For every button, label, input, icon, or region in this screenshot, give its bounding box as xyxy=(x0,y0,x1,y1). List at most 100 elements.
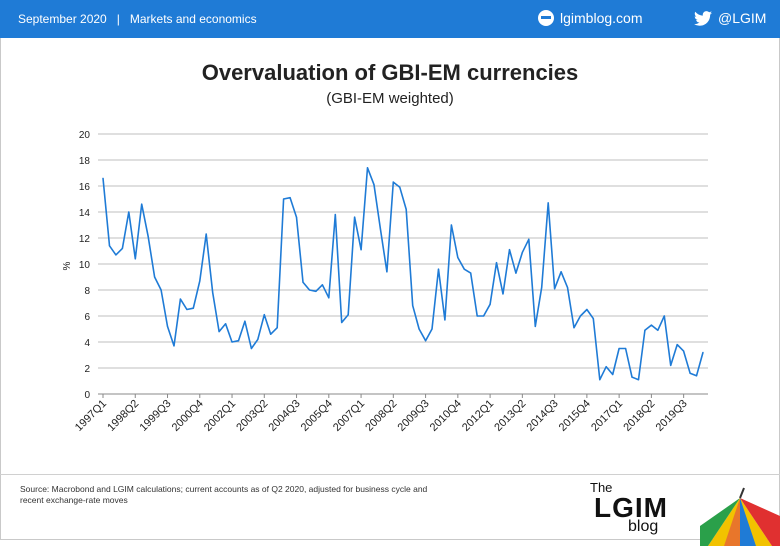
data-point xyxy=(360,249,362,251)
x-tick-label: 2000Q4 xyxy=(170,398,206,434)
data-point xyxy=(663,315,665,317)
data-point xyxy=(702,351,704,353)
data-point xyxy=(670,364,672,366)
logo-the: The xyxy=(590,480,613,495)
source-note: Source: Macrobond and LGIM calculations;… xyxy=(20,484,428,505)
data-point xyxy=(541,286,543,288)
x-tick-label: 1999Q3 xyxy=(137,398,173,434)
data-point xyxy=(676,344,678,346)
x-tick-label: 1998Q2 xyxy=(105,398,141,434)
data-point xyxy=(412,305,414,307)
umbrella-icon xyxy=(700,487,780,546)
data-point xyxy=(586,308,588,311)
data-point xyxy=(244,320,246,322)
data-point xyxy=(695,375,698,377)
y-tick-label: 6 xyxy=(84,312,90,323)
data-point xyxy=(399,186,401,188)
data-point xyxy=(257,338,259,340)
data-point xyxy=(231,341,233,343)
twitter-link[interactable]: @LGIM xyxy=(694,10,766,26)
data-point xyxy=(437,268,440,270)
data-point xyxy=(160,289,162,291)
header-date: September 2020 xyxy=(18,12,107,26)
y-tick-label: 12 xyxy=(79,234,91,245)
data-point xyxy=(386,271,388,273)
gridlines xyxy=(98,133,708,369)
data-point xyxy=(173,345,175,347)
data-point xyxy=(199,280,201,282)
y-tick-label: 14 xyxy=(79,208,91,219)
data-point xyxy=(631,376,633,378)
header-section: Markets and economics xyxy=(129,12,257,26)
data-point xyxy=(366,167,369,169)
logo-blog: blog xyxy=(628,518,659,535)
site-link[interactable]: lgimblog.com xyxy=(538,10,642,26)
x-tick-label: 2014Q3 xyxy=(525,398,561,434)
data-point xyxy=(379,228,382,230)
data-point xyxy=(495,262,498,264)
data-point xyxy=(657,329,659,331)
x-tick-label: 1997Q1 xyxy=(73,398,109,434)
data-point xyxy=(224,323,227,325)
twitter-handle: @LGIM xyxy=(718,10,767,26)
data-point xyxy=(521,251,523,253)
globe-icon xyxy=(538,10,554,26)
header-left: September 2020 | Markets and economics xyxy=(18,12,257,26)
data-point xyxy=(689,372,691,374)
header-divider: | xyxy=(116,12,120,26)
x-tick-label: 2007Q1 xyxy=(331,398,367,434)
x-tick-label: 2004Q3 xyxy=(266,398,302,434)
data-point xyxy=(424,340,427,342)
chart-title: Overvaluation of GBI-EM currencies xyxy=(201,60,579,85)
x-tick-label: 2008Q2 xyxy=(363,398,399,434)
data-point xyxy=(263,314,265,316)
data-point xyxy=(528,238,530,240)
data-point xyxy=(566,286,569,288)
data-point xyxy=(108,245,111,247)
data-point xyxy=(354,216,356,218)
data-point xyxy=(321,284,323,286)
data-point xyxy=(405,208,407,210)
data-point xyxy=(341,321,343,324)
x-tick-label: 2013Q2 xyxy=(492,398,528,434)
chart-subtitle: (GBI-EM weighted) xyxy=(326,90,454,107)
data-point xyxy=(115,254,117,256)
data-point xyxy=(283,198,285,200)
y-tick-label: 2 xyxy=(84,364,90,375)
x-tick-label: 2012Q1 xyxy=(460,398,496,434)
x-tick-label: 2005Q4 xyxy=(299,398,335,434)
data-point xyxy=(579,315,582,317)
footer-divider xyxy=(0,474,780,475)
data-point xyxy=(154,276,156,278)
data-point xyxy=(470,272,472,274)
data-point xyxy=(295,216,298,218)
x-tick-label: 2017Q1 xyxy=(589,398,625,434)
data-point xyxy=(554,288,556,290)
data-point xyxy=(508,249,511,251)
lgim-blog-logo[interactable]: The LGIM blog xyxy=(590,480,780,546)
y-tick-label: 20 xyxy=(79,130,91,141)
data-point xyxy=(328,297,330,299)
data-point xyxy=(444,319,446,321)
data-point xyxy=(476,315,478,317)
x-tick-label: 2002Q1 xyxy=(202,398,238,434)
data-point xyxy=(141,203,143,205)
y-tick-label: 18 xyxy=(79,156,91,167)
data-point xyxy=(605,366,607,368)
data-point xyxy=(612,373,614,376)
data-point xyxy=(431,328,433,330)
x-tick-label: 2018Q2 xyxy=(621,398,657,434)
data-point xyxy=(515,272,517,274)
data-point xyxy=(121,247,123,249)
data-point xyxy=(205,233,207,235)
data-point xyxy=(450,224,452,226)
data-point xyxy=(192,307,194,309)
header-bar: September 2020 | Markets and economics lgi… xyxy=(0,0,780,38)
data-point xyxy=(489,303,491,305)
site-label: lgimblog.com xyxy=(560,10,643,26)
series-line xyxy=(102,167,704,381)
data-point xyxy=(502,293,504,295)
y-axis-label: % xyxy=(62,261,73,270)
data-point xyxy=(457,256,459,259)
